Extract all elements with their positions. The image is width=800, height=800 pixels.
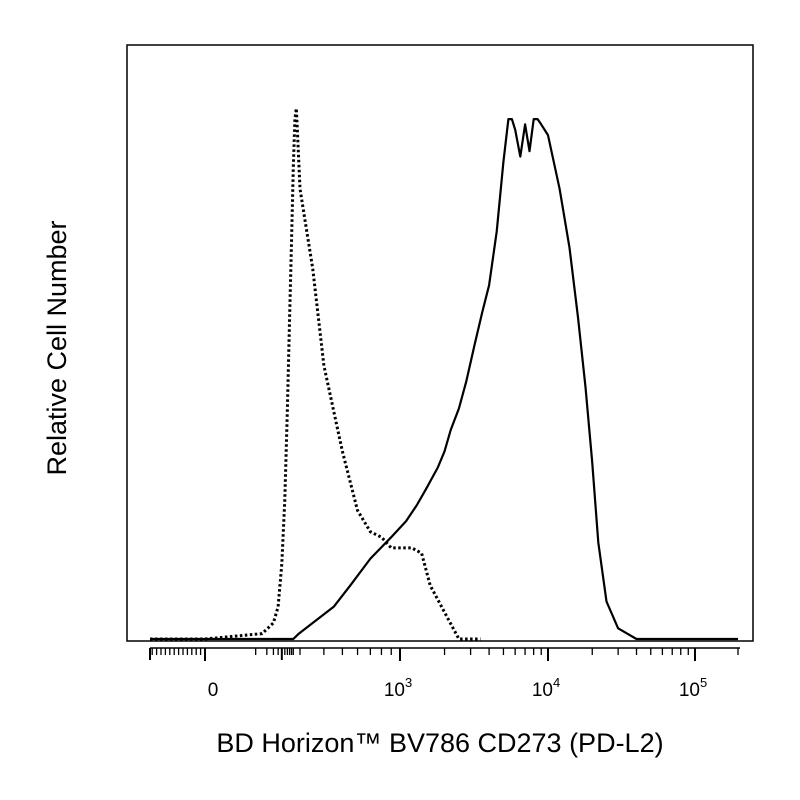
plot-frame [126,44,754,642]
x-tick-label: 104 [532,675,560,701]
plot-layer [150,106,738,641]
series-line-solid [150,118,738,641]
y-axis-label: Relative Cell Number [42,220,72,475]
x-tick-label: 103 [384,675,412,701]
x-tick-label: 0 [208,680,219,701]
x-tick-label: 105 [679,675,707,701]
series-line-dotted [150,106,481,641]
x-axis-label: BD Horizon™ BV786 CD273 (PD-L2) [216,728,663,758]
x-axis: 0 103 104 105 [149,647,740,701]
